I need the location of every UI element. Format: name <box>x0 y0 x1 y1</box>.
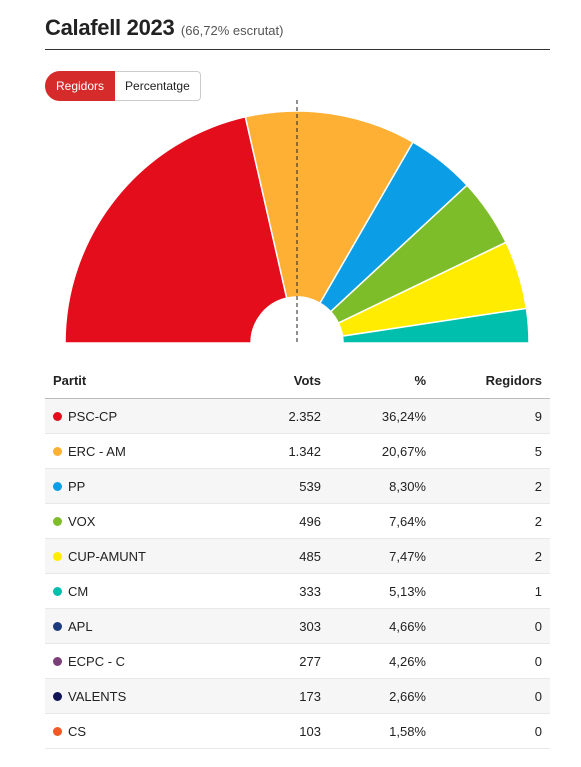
percent-cell: 7,47% <box>321 538 426 574</box>
votes-cell: 1.342 <box>243 433 321 469</box>
seats-cell: 9 <box>426 398 550 434</box>
party-color-dot <box>53 586 62 596</box>
table-row: VOX 496 7,64% 2 <box>45 503 550 539</box>
party-cell: VALENTS <box>45 678 243 714</box>
party-label: ECPC - C <box>68 653 126 669</box>
seat-hemicycle-chart <box>64 100 530 344</box>
party-color-dot <box>53 691 62 701</box>
seats-cell: 2 <box>426 538 550 574</box>
seats-cell: 5 <box>426 433 550 469</box>
table-row: ERC - AM 1.342 20,67% 5 <box>45 433 550 469</box>
page-title: Calafell 2023 <box>45 15 175 40</box>
table-row: APL 303 4,66% 0 <box>45 608 550 644</box>
party-label: VOX <box>68 513 96 529</box>
party-color-dot <box>53 411 62 421</box>
votes-cell: 2.352 <box>243 398 321 434</box>
percent-cell: 8,30% <box>321 468 426 504</box>
seats-cell: 0 <box>426 678 550 714</box>
percent-column-header: % <box>321 362 426 399</box>
seats-view-button[interactable]: Regidors <box>45 71 116 101</box>
votes-cell: 103 <box>243 713 321 749</box>
votes-cell: 333 <box>243 573 321 609</box>
party-color-dot <box>53 656 62 666</box>
seats-column-header: Regidors <box>426 362 550 399</box>
party-label: VALENTS <box>68 688 127 704</box>
table-row: CS 103 1,58% 0 <box>45 713 550 749</box>
seats-cell: 0 <box>426 643 550 679</box>
party-cell: CS <box>45 713 243 749</box>
votes-cell: 303 <box>243 608 321 644</box>
percent-cell: 7,64% <box>321 503 426 539</box>
percent-cell: 1,58% <box>321 713 426 749</box>
votes-cell: 173 <box>243 678 321 714</box>
title-row: Calafell 2023 (66,72% escrutat) <box>45 15 550 50</box>
seats-cell: 2 <box>426 503 550 539</box>
party-color-dot <box>53 481 62 491</box>
percent-cell: 2,66% <box>321 678 426 714</box>
party-color-dot <box>53 621 62 631</box>
hemicycle-segment-erc-am[interactable] <box>244 110 415 305</box>
party-column-header: Partit <box>45 362 243 399</box>
hemicycle-segment-psc-cp[interactable] <box>64 115 288 344</box>
percent-cell: 4,66% <box>321 608 426 644</box>
votes-cell: 539 <box>243 468 321 504</box>
votes-cell: 496 <box>243 503 321 539</box>
table-row: PP 539 8,30% 2 <box>45 468 550 504</box>
party-label: CM <box>68 583 89 599</box>
party-label: CS <box>68 723 87 739</box>
party-cell: ECPC - C <box>45 643 243 679</box>
party-label: APL <box>68 618 93 634</box>
seats-cell: 1 <box>426 573 550 609</box>
party-color-dot <box>53 516 62 526</box>
votes-cell: 485 <box>243 538 321 574</box>
table-row: CM 333 5,13% 1 <box>45 573 550 609</box>
percent-cell: 20,67% <box>321 433 426 469</box>
table-header-row: Partit Vots % Regidors <box>45 362 550 399</box>
seats-cell: 2 <box>426 468 550 504</box>
seats-cell: 0 <box>426 713 550 749</box>
party-cell: CM <box>45 573 243 609</box>
table-row: CUP-AMUNT 485 7,47% 2 <box>45 538 550 574</box>
party-cell: VOX <box>45 503 243 539</box>
table-row: PSC-CP 2.352 36,24% 9 <box>45 398 550 434</box>
party-color-dot <box>53 446 62 456</box>
percent-cell: 36,24% <box>321 398 426 434</box>
table-row: VALENTS 173 2,66% 0 <box>45 678 550 714</box>
table-row: ECPC - C 277 4,26% 0 <box>45 643 550 679</box>
party-label: PP <box>68 478 86 494</box>
party-color-dot <box>53 551 62 561</box>
party-label: PSC-CP <box>68 408 118 424</box>
results-table: Partit Vots % Regidors PSC-CP 2.352 36,24%… <box>45 362 550 749</box>
percent-cell: 4,26% <box>321 643 426 679</box>
votes-cell: 277 <box>243 643 321 679</box>
votes-column-header: Vots <box>243 362 321 399</box>
party-cell: ERC - AM <box>45 433 243 469</box>
party-cell: PSC-CP <box>45 398 243 434</box>
party-cell: PP <box>45 468 243 504</box>
percent-view-button[interactable]: Percentatge <box>115 71 201 101</box>
party-color-dot <box>53 726 62 736</box>
results-table-body: PSC-CP 2.352 36,24% 9 ERC - AM 1.342 20,67% 5 PP… <box>45 398 550 749</box>
view-toggle: Regidors Percentatge <box>45 71 201 101</box>
percent-cell: 5,13% <box>321 573 426 609</box>
seats-cell: 0 <box>426 608 550 644</box>
party-cell: CUP-AMUNT <box>45 538 243 574</box>
party-label: ERC - AM <box>68 443 126 459</box>
party-label: CUP-AMUNT <box>68 548 146 564</box>
scrutiny-subtitle: (66,72% escrutat) <box>180 23 284 38</box>
hemicycle-segment-cm[interactable] <box>341 307 530 344</box>
party-cell: APL <box>45 608 243 644</box>
